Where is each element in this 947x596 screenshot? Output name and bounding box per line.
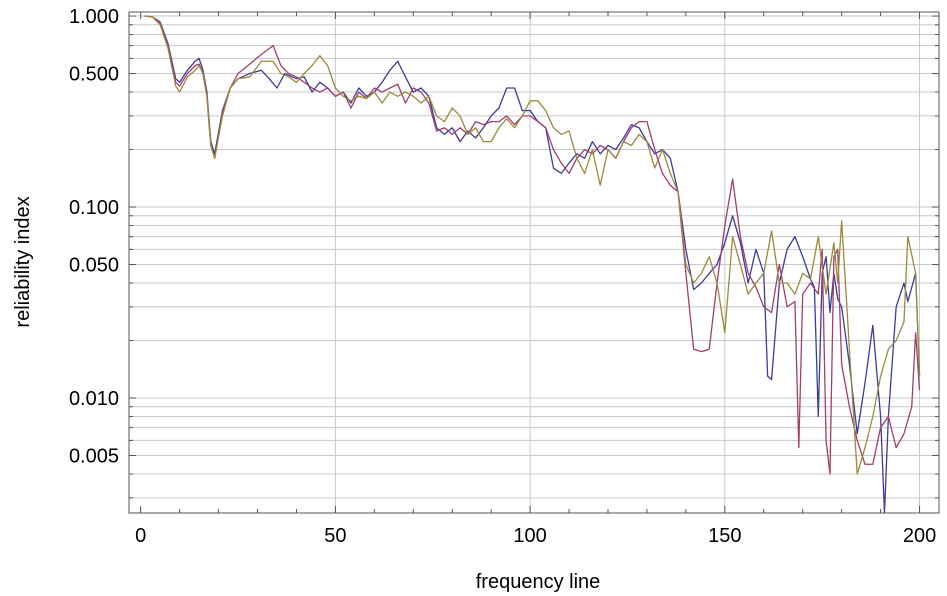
y-axis-label: reliability index bbox=[12, 196, 34, 327]
x-tick-label: 150 bbox=[708, 525, 741, 547]
series-layer bbox=[144, 15, 921, 514]
series-line-2 bbox=[144, 15, 921, 475]
grid-layer bbox=[129, 12, 939, 513]
x-tick-label: 100 bbox=[513, 525, 546, 547]
series-line-1 bbox=[144, 15, 921, 514]
x-tick-label: 0 bbox=[135, 525, 146, 547]
y-tick-label: 0.500 bbox=[69, 64, 119, 86]
y-tick-label: 0.005 bbox=[69, 446, 119, 468]
y-tick-label: 1.000 bbox=[69, 6, 119, 28]
y-tick-label: 0.010 bbox=[69, 388, 119, 410]
tick-label-layer: 0 50 100 150 200 1.000 0.500 0.100 0.050 0.010 0.0… bbox=[69, 6, 936, 547]
y-tick-label: 0.100 bbox=[69, 197, 119, 219]
x-tick-label: 200 bbox=[903, 525, 936, 547]
x-axis-label: frequency line bbox=[476, 571, 601, 593]
x-tick-label: 50 bbox=[324, 525, 346, 547]
y-tick-label: 0.050 bbox=[69, 255, 119, 277]
plot-frame bbox=[128, 11, 940, 514]
series-line-3 bbox=[144, 15, 921, 475]
axes-layer bbox=[128, 11, 940, 514]
